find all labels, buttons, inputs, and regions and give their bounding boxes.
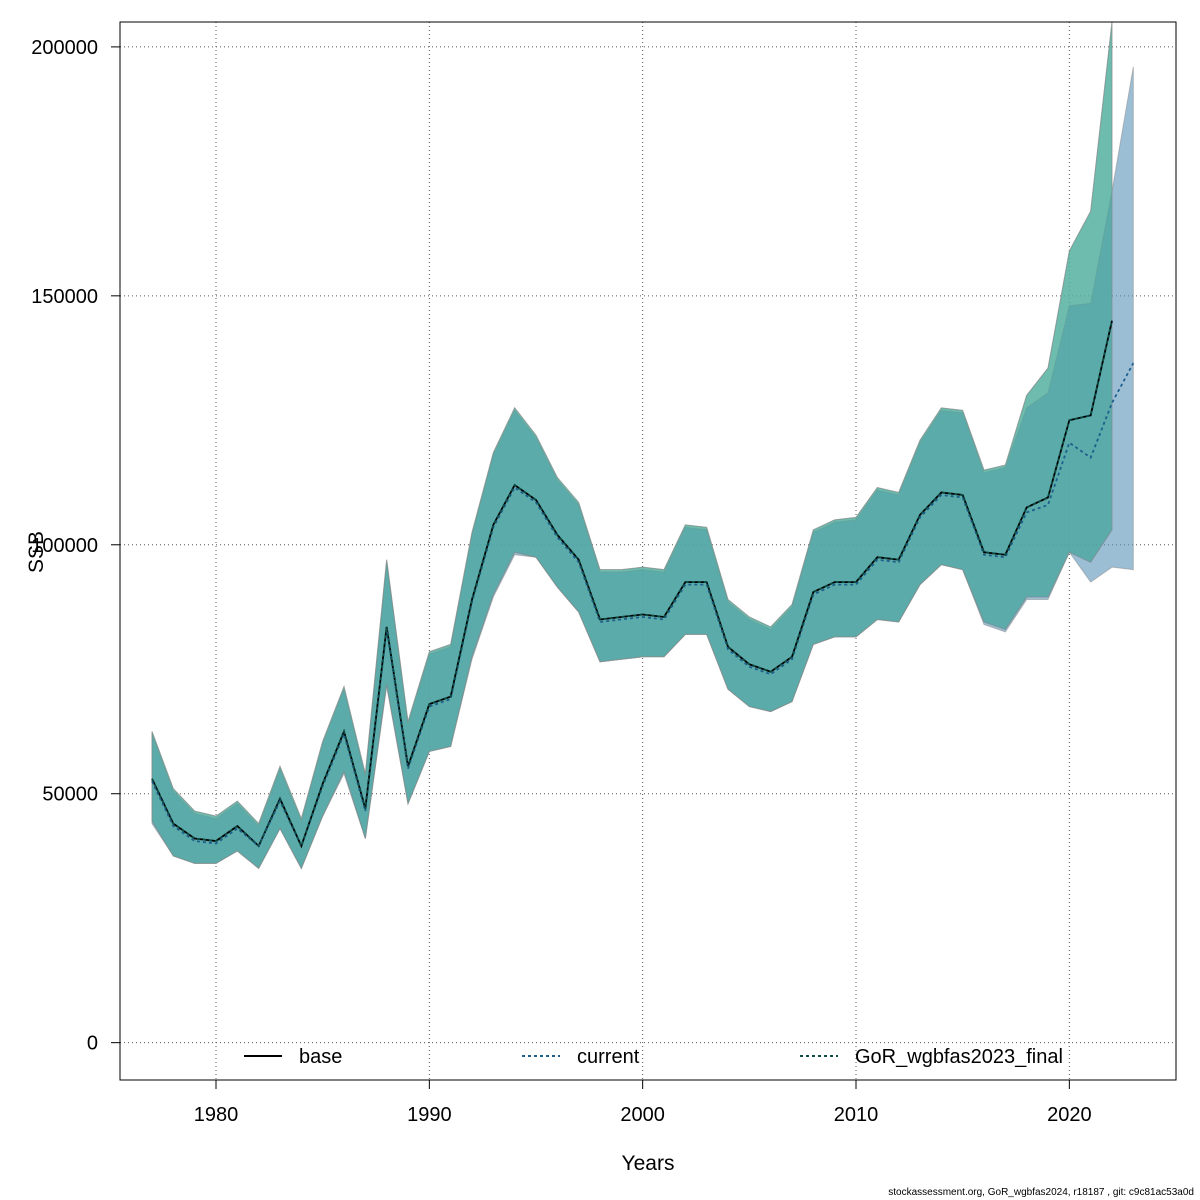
line-GoR_wgbfas2023_final (151, 320, 1113, 849)
x-tick-label: 2010 (834, 1104, 879, 1126)
x-axis-title: Years (622, 1152, 675, 1175)
y-tick-label: 200000 (31, 37, 98, 59)
plot-frame (119, 21, 1177, 1081)
x-tick-label: 2020 (1047, 1104, 1092, 1126)
y-tick-label: 50000 (42, 784, 98, 806)
y-tick-label: 100000 (31, 535, 98, 557)
x-tick-label: 1990 (407, 1104, 452, 1126)
series-lines (151, 320, 1135, 849)
confidence-band-GoR_wgbfas2023_final (151, 22, 1113, 870)
x-tick-label: 1980 (194, 1104, 239, 1126)
legend-label-GoR_wgbfas2023_final: GoR_wgbfas2023_final (855, 1046, 1063, 1068)
confidence-band-current (151, 66, 1134, 870)
legend-label-current: current (577, 1046, 640, 1068)
legend-label-base: base (299, 1046, 342, 1068)
x-axis-ticks: 1980 1990 2000 2010 2020 (194, 1080, 1092, 1126)
confidence-bands (151, 22, 1134, 870)
footer-credit: stockassessment.org, GoR_wgbfas2024, r18… (888, 1187, 1194, 1198)
y-tick-label: 150000 (31, 286, 98, 308)
y-axis-ticks: 0 50000 100000 150000 200000 (31, 37, 120, 1055)
x-tick-label: 2000 (620, 1104, 665, 1126)
legend: base current GoR_wgbfas2023_final (244, 1046, 1063, 1068)
y-axis-title: SSB (25, 531, 48, 573)
y-tick-label: 0 (87, 1033, 98, 1055)
